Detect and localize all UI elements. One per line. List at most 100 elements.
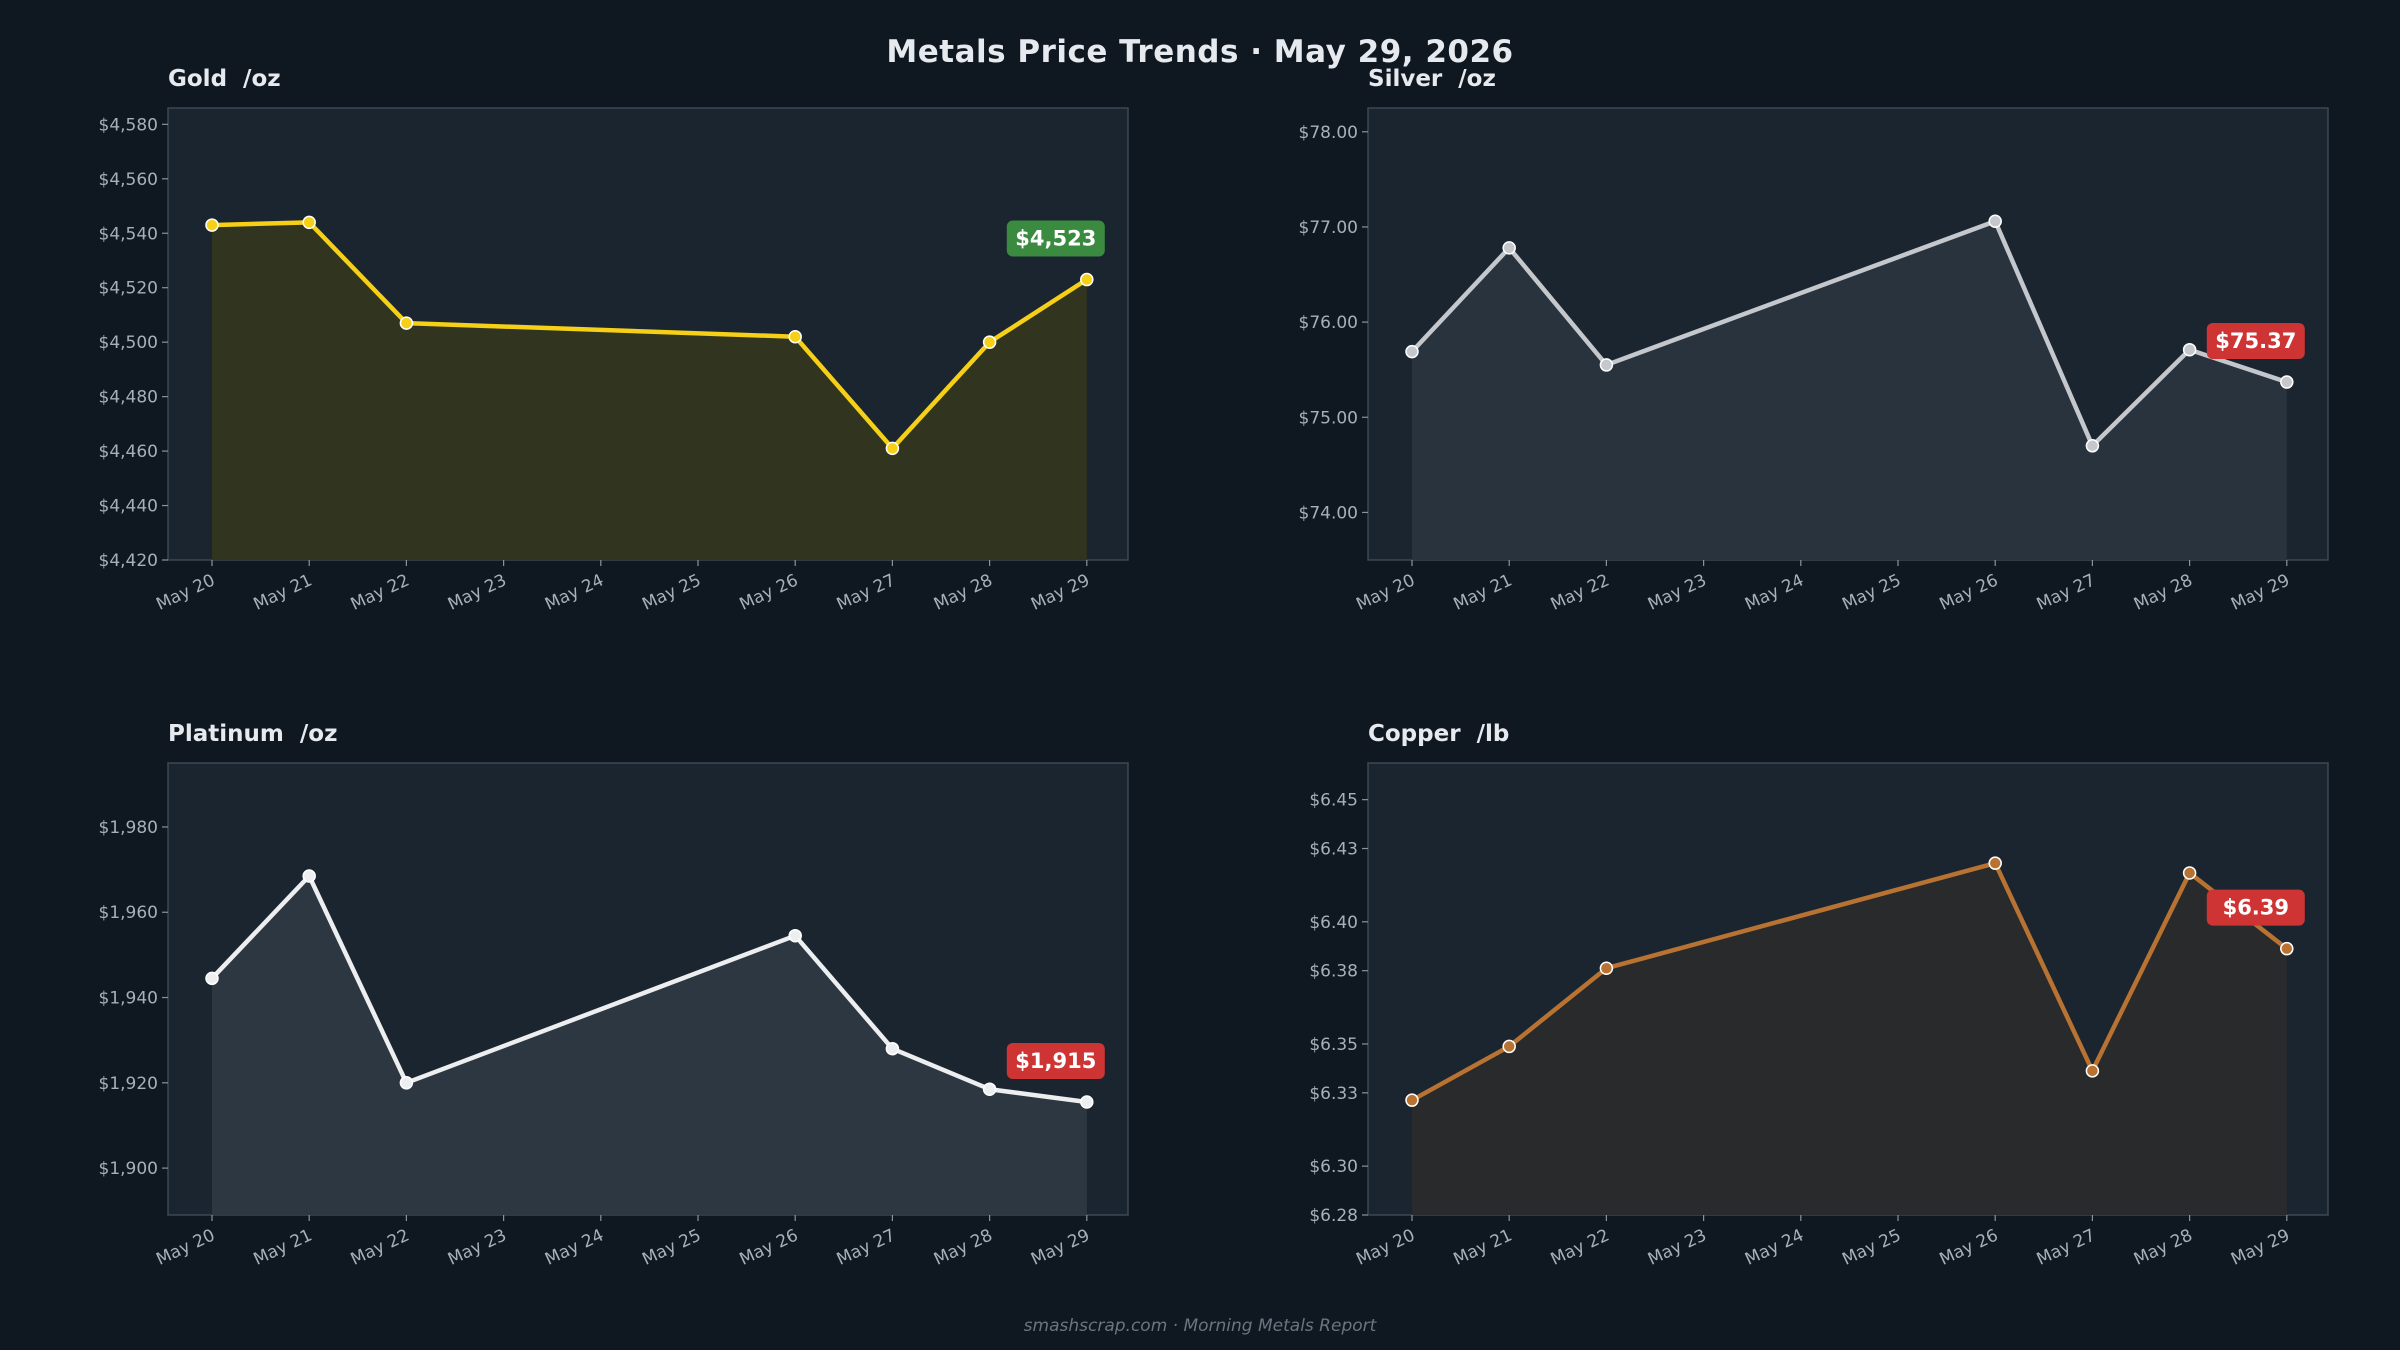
copper-y-tick-label: $6.33 xyxy=(1309,1084,1358,1104)
platinum-x-tick-label: May 27 xyxy=(834,1225,899,1269)
platinum-x-tick-label: May 21 xyxy=(250,1225,315,1269)
copper-data-point xyxy=(2085,1064,2100,1078)
copper-y-tick-label: $6.28 xyxy=(1309,1206,1358,1226)
copper-y-tick-label: $6.38 xyxy=(1309,962,1358,982)
platinum-data-point xyxy=(302,869,316,883)
copper-x-tick-label: May 27 xyxy=(2034,1225,2099,1269)
gold-data-point xyxy=(302,215,316,230)
gold-y-tick-label: $4,440 xyxy=(99,497,158,517)
copper-data-point xyxy=(1502,1039,1516,1054)
silver-data-point xyxy=(1988,214,2002,228)
silver-y-tick-label: $74.00 xyxy=(1299,503,1358,523)
silver-x-tick-label: May 21 xyxy=(1450,570,1515,614)
copper-x-tick-label: May 28 xyxy=(2131,1225,2196,1269)
platinum-y-tick-label: $1,960 xyxy=(99,903,158,923)
gold-x-tick-label: May 23 xyxy=(445,570,510,614)
gold-data-point xyxy=(205,218,219,232)
gold-data-point xyxy=(788,329,802,344)
gold-x-tick-label: May 22 xyxy=(348,570,413,614)
gold-x-tick-label: May 29 xyxy=(1028,570,1093,614)
silver-x-tick-label: May 29 xyxy=(2228,570,2293,614)
silver-x-tick-label: May 20 xyxy=(1353,570,1418,614)
gold-x-tick-label: May 25 xyxy=(639,570,704,614)
silver-x-tick-label: May 28 xyxy=(2131,570,2196,614)
gold-price-badge: $4,523 xyxy=(1006,220,1105,257)
silver-price-badge: $75.37 xyxy=(2206,323,2305,360)
silver-x-tick-label: May 23 xyxy=(1645,570,1710,614)
silver-data-point xyxy=(1599,358,1614,372)
copper-x-tick-label: May 25 xyxy=(1839,1225,1904,1269)
silver-y-tick-label: $76.00 xyxy=(1299,313,1358,333)
copper-y-tick-label: $6.30 xyxy=(1309,1157,1358,1177)
platinum-x-tick-label: May 26 xyxy=(736,1225,801,1269)
silver-y-tick-label: $78.00 xyxy=(1299,123,1358,143)
platinum-x-tick-label: May 22 xyxy=(348,1225,413,1269)
copper-y-tick-label: $6.35 xyxy=(1309,1035,1358,1055)
silver-data-point xyxy=(2182,342,2197,357)
page-title: Metals Price Trends · May 29, 2026 xyxy=(886,34,1514,70)
gold-y-tick-label: $4,500 xyxy=(99,333,158,353)
platinum-x-tick-label: May 25 xyxy=(639,1225,704,1269)
silver-price-badge-text: $75.37 xyxy=(2215,329,2296,353)
gold-price-badge-text: $4,523 xyxy=(1015,227,1096,251)
silver-data-point xyxy=(1405,344,1419,359)
copper-data-point xyxy=(2280,941,2294,956)
silver-x-tick-label: May 24 xyxy=(1742,570,1807,614)
gold-y-tick-label: $4,560 xyxy=(99,170,158,190)
gold-y-tick-label: $4,580 xyxy=(99,115,158,135)
platinum-y-tick-label: $1,980 xyxy=(99,818,158,838)
platinum-x-tick-label: May 20 xyxy=(153,1225,218,1269)
silver-chart-svg: $74.00 $75.00 $76.00 $77.00 $78.00 May 20 May … xyxy=(1299,107,2329,615)
copper-x-tick-label: May 24 xyxy=(1742,1225,1807,1269)
silver-y-tick-label: $75.00 xyxy=(1299,408,1358,428)
platinum-price-badge: $1,915 xyxy=(1006,1043,1105,1079)
copper-y-tick-label: $6.40 xyxy=(1309,913,1358,933)
silver-y-tick-label: $77.00 xyxy=(1299,218,1358,238)
platinum-y-tick-label: $1,920 xyxy=(99,1074,158,1094)
gold-data-point xyxy=(399,316,414,330)
gold-x-tick-label: May 28 xyxy=(931,570,996,614)
platinum-chart-svg: $1,900 $1,920 $1,940 $1,960 $1,980 May 20 May … xyxy=(99,762,1129,1270)
gold-chart-panel: Gold /oz $4,420 $4,440 $4,460 $4,480 $4,500 $… xyxy=(0,60,1130,680)
gold-x-tick-label: May 27 xyxy=(834,570,899,614)
platinum-area-fill xyxy=(212,876,1087,1215)
copper-data-point xyxy=(1405,1093,1419,1107)
gold-y-tick-label: $4,480 xyxy=(99,388,158,408)
copper-chart-panel: Copper /lb $6.28 $6.30 $6.33 $6.35 $6.38 $6.4… xyxy=(1200,715,2330,1335)
platinum-data-point xyxy=(205,971,219,986)
platinum-chart-title: Platinum /oz xyxy=(168,721,338,747)
platinum-y-tick-label: $1,900 xyxy=(99,1159,158,1179)
gold-x-tick-label: May 20 xyxy=(153,570,218,614)
platinum-data-point xyxy=(1080,1095,1094,1109)
copper-y-tick-label: $6.43 xyxy=(1309,840,1358,860)
gold-chart-svg: $4,420 $4,440 $4,460 $4,480 $4,500 $4,520 $4,5… xyxy=(99,107,1129,615)
platinum-x-tick-label: May 23 xyxy=(445,1225,510,1269)
copper-price-badge: $6.39 xyxy=(2206,889,2305,926)
copper-x-tick-label: May 23 xyxy=(1645,1225,1710,1269)
gold-data-point xyxy=(982,335,997,349)
footer-credit: smashscrap.com · Morning Metals Report xyxy=(1023,1316,1377,1336)
platinum-data-point xyxy=(885,1041,900,1056)
copper-y-tick-label: $6.45 xyxy=(1309,791,1358,811)
platinum-x-tick-label: May 28 xyxy=(931,1225,996,1269)
silver-chart-title: Silver /oz xyxy=(1368,66,1496,92)
copper-data-point xyxy=(2182,866,2197,880)
copper-price-badge-text: $6.39 xyxy=(2223,896,2289,920)
platinum-data-point xyxy=(399,1076,414,1090)
silver-data-point xyxy=(2085,439,2100,453)
gold-y-tick-label: $4,520 xyxy=(99,279,158,299)
silver-chart-panel: Silver /oz $74.00 $75.00 $76.00 $77.00 $78.0… xyxy=(1200,60,2330,680)
gold-y-tick-label: $4,420 xyxy=(99,551,158,571)
platinum-data-point xyxy=(788,928,802,943)
silver-data-point xyxy=(2280,375,2294,389)
copper-x-tick-label: May 26 xyxy=(1936,1225,2001,1269)
copper-area-fill xyxy=(1412,863,2287,1215)
platinum-x-tick-label: May 24 xyxy=(542,1225,607,1269)
silver-data-point xyxy=(1502,241,1516,255)
gold-y-tick-label: $4,460 xyxy=(99,442,158,462)
gold-y-tick-label: $4,540 xyxy=(99,224,158,244)
copper-x-tick-label: May 29 xyxy=(2228,1225,2293,1269)
copper-chart-title: Copper /lb xyxy=(1368,721,1510,747)
silver-area-fill xyxy=(1412,221,2287,560)
platinum-chart-panel: Platinum /oz $1,900 $1,920 $1,940 $1,960 $1,… xyxy=(0,715,1130,1335)
